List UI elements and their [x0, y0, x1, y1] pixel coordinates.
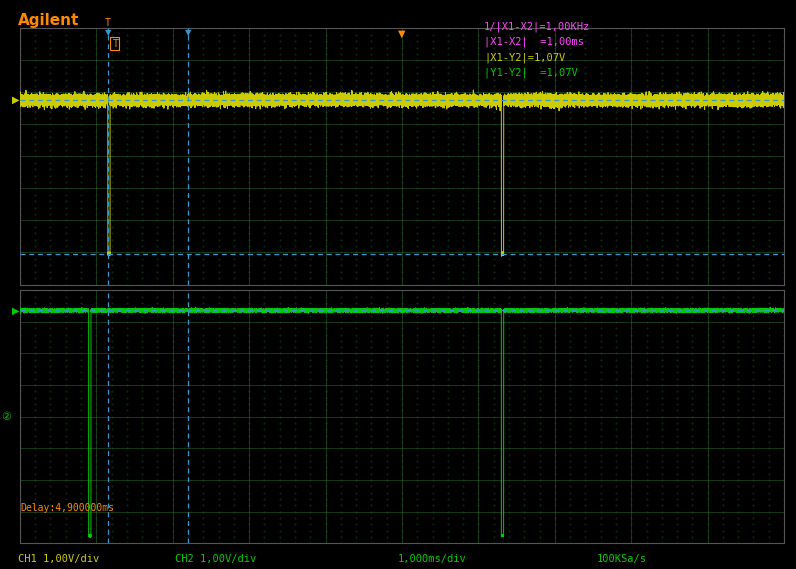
Text: ▼: ▼: [185, 28, 191, 38]
Text: CH2 1,00V/div: CH2 1,00V/div: [175, 554, 256, 564]
Text: |X1-Y2|=1,07V: |X1-Y2|=1,07V: [484, 52, 565, 63]
Text: ▼: ▼: [104, 28, 111, 38]
Text: T: T: [111, 39, 118, 49]
Text: 100KSa/s: 100KSa/s: [597, 554, 647, 564]
Text: Agilent: Agilent: [18, 13, 79, 27]
Text: 1,000ms/div: 1,000ms/div: [398, 554, 466, 564]
Text: ▼: ▼: [398, 28, 406, 39]
Text: ▶: ▶: [13, 306, 20, 315]
Text: Delay:4,900000ms: Delay:4,900000ms: [20, 503, 114, 513]
Text: |Y1-Y2|  =1,07V: |Y1-Y2| =1,07V: [484, 67, 578, 77]
Text: 1/|X1-X2|=1,00KHz: 1/|X1-X2|=1,00KHz: [484, 22, 590, 32]
Text: T: T: [105, 18, 111, 28]
Text: CH1 1,00V/div: CH1 1,00V/div: [18, 554, 99, 564]
Text: ②: ②: [2, 412, 11, 422]
Text: |X1-X2|  =1,00ms: |X1-X2| =1,00ms: [484, 37, 584, 47]
Text: ▶: ▶: [13, 95, 20, 105]
